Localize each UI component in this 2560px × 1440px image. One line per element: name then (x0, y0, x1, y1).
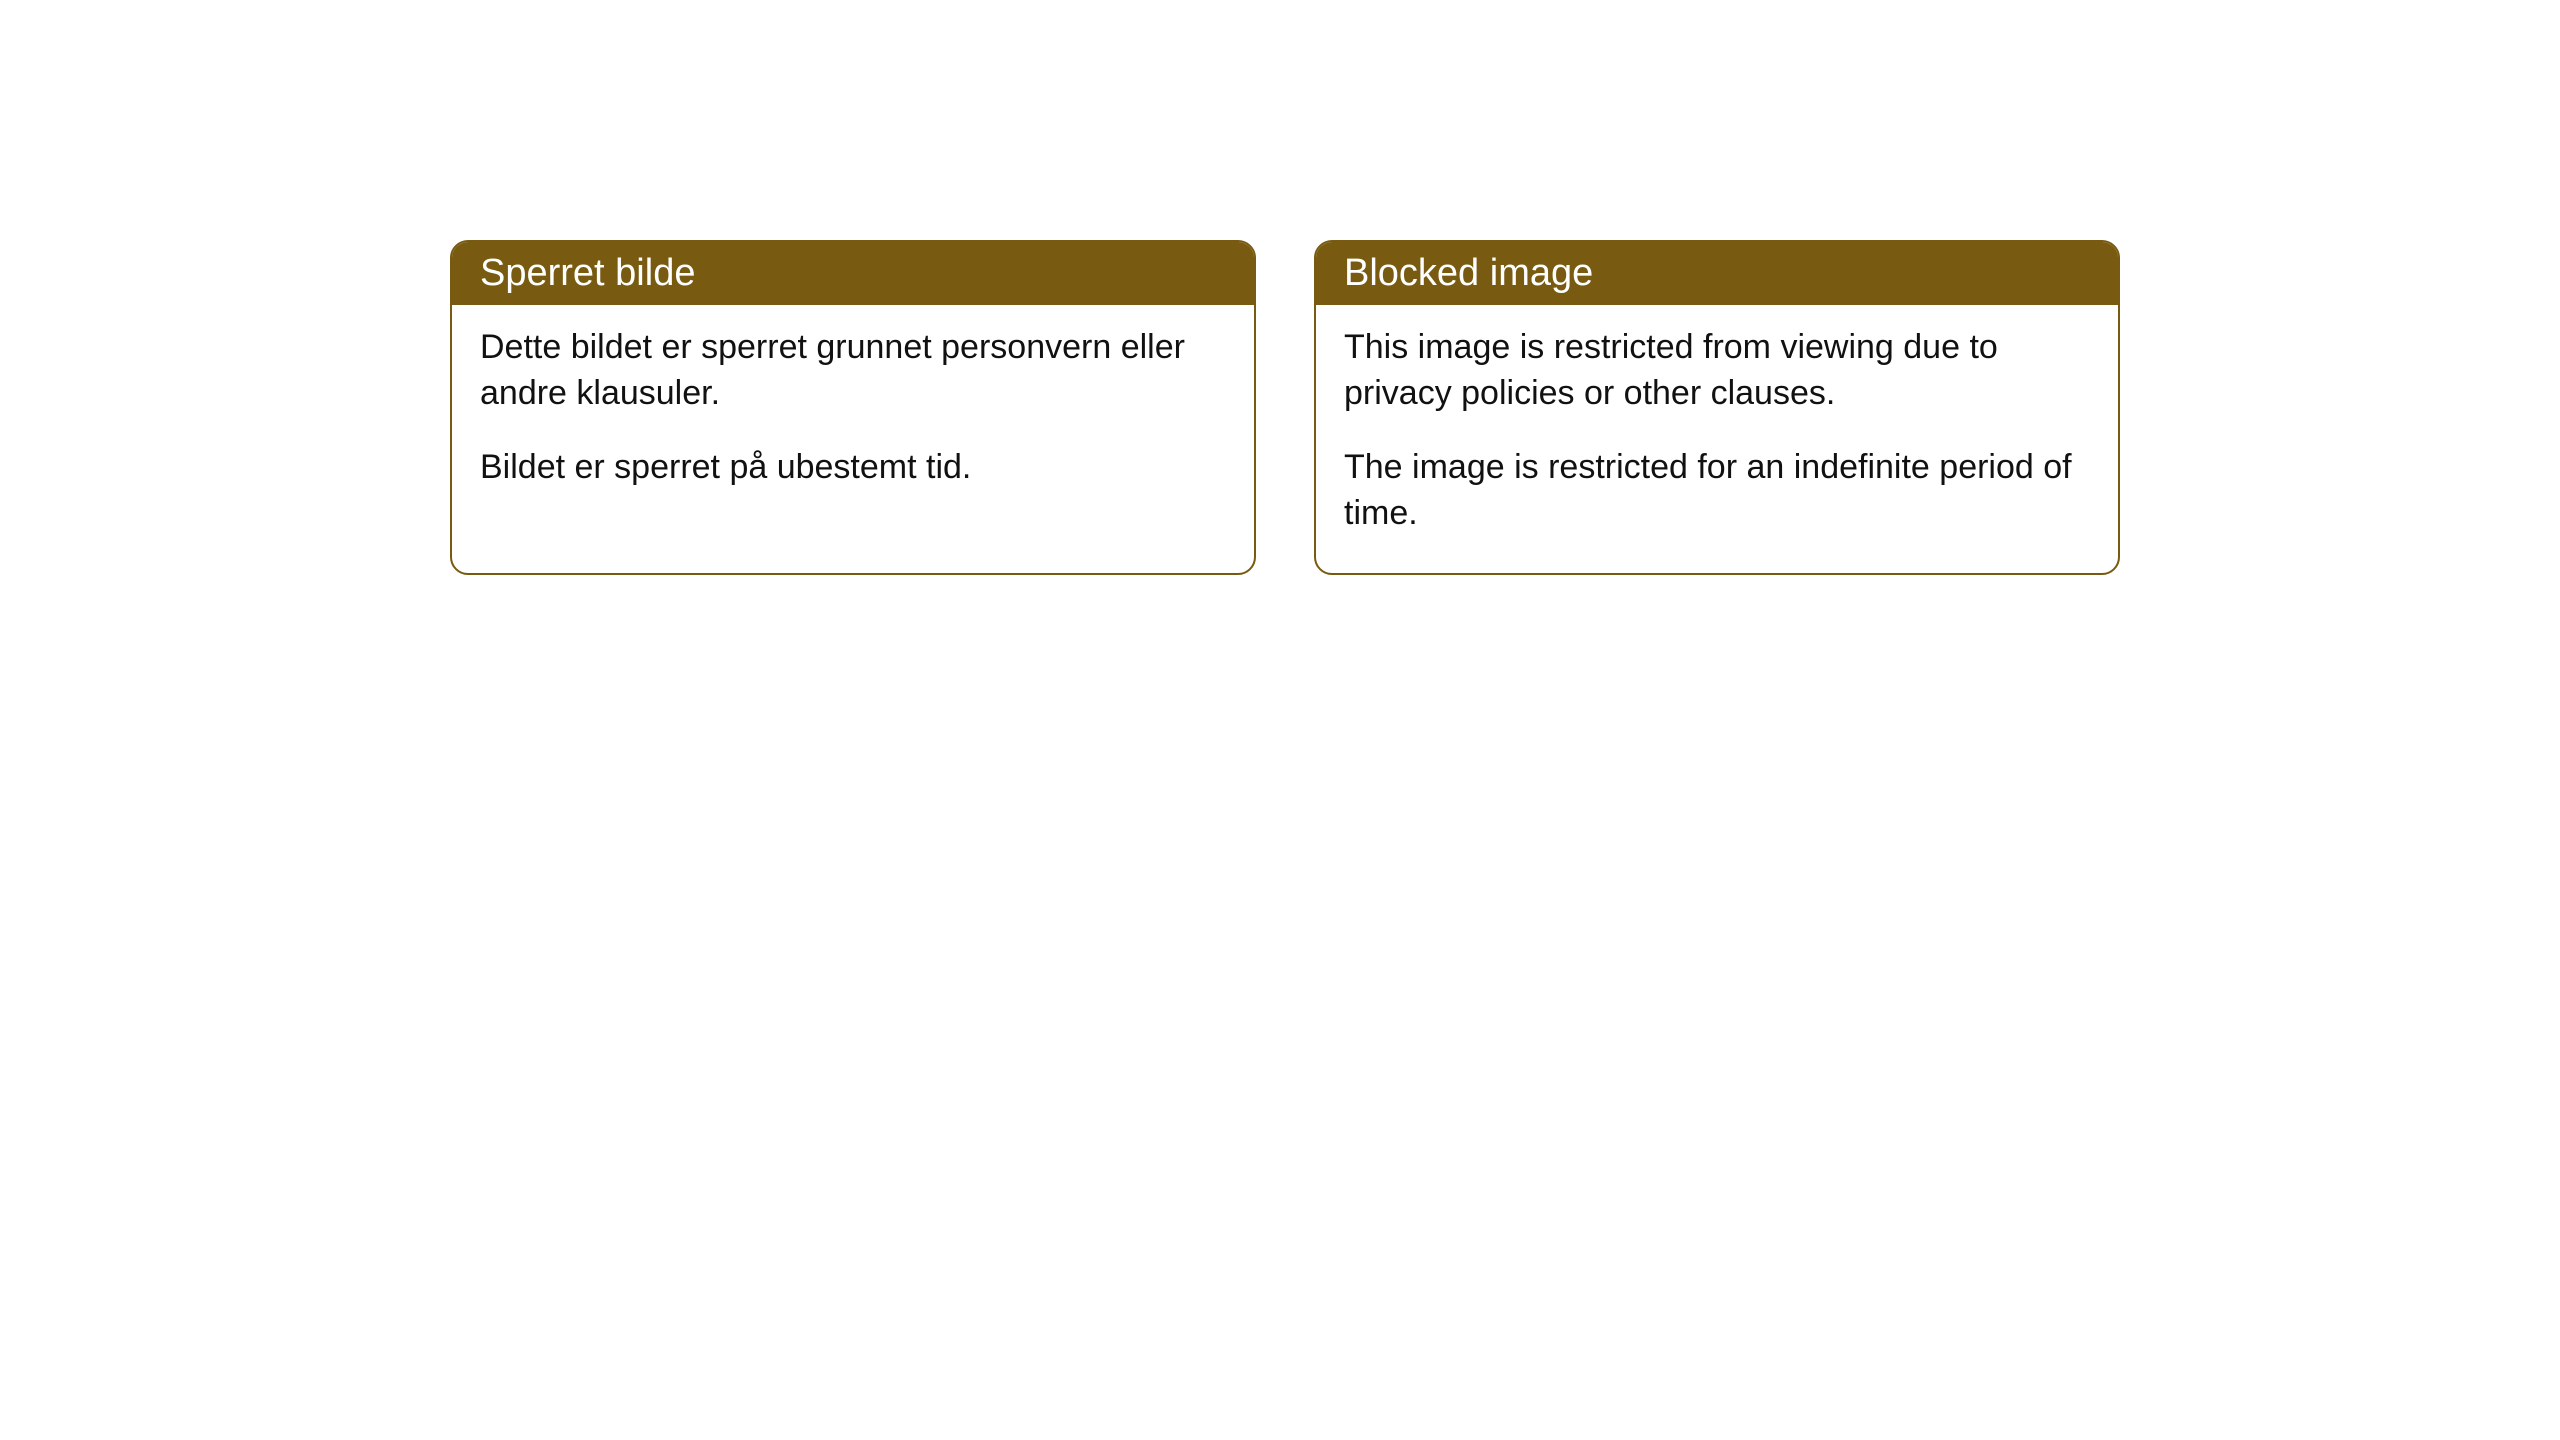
card-paragraph: Bildet er sperret på ubestemt tid. (480, 445, 1226, 491)
notice-card-english: Blocked image This image is restricted f… (1314, 240, 2120, 575)
card-paragraph: This image is restricted from viewing du… (1344, 325, 2090, 417)
notice-card-container: Sperret bilde Dette bildet er sperret gr… (450, 240, 2120, 575)
card-header: Blocked image (1316, 242, 2118, 305)
card-paragraph: Dette bildet er sperret grunnet personve… (480, 325, 1226, 417)
card-title: Sperret bilde (480, 252, 695, 294)
card-body: This image is restricted from viewing du… (1316, 305, 2118, 573)
card-body: Dette bildet er sperret grunnet personve… (452, 305, 1254, 527)
notice-card-norwegian: Sperret bilde Dette bildet er sperret gr… (450, 240, 1256, 575)
card-title: Blocked image (1344, 252, 1593, 294)
card-paragraph: The image is restricted for an indefinit… (1344, 445, 2090, 537)
card-header: Sperret bilde (452, 242, 1254, 305)
